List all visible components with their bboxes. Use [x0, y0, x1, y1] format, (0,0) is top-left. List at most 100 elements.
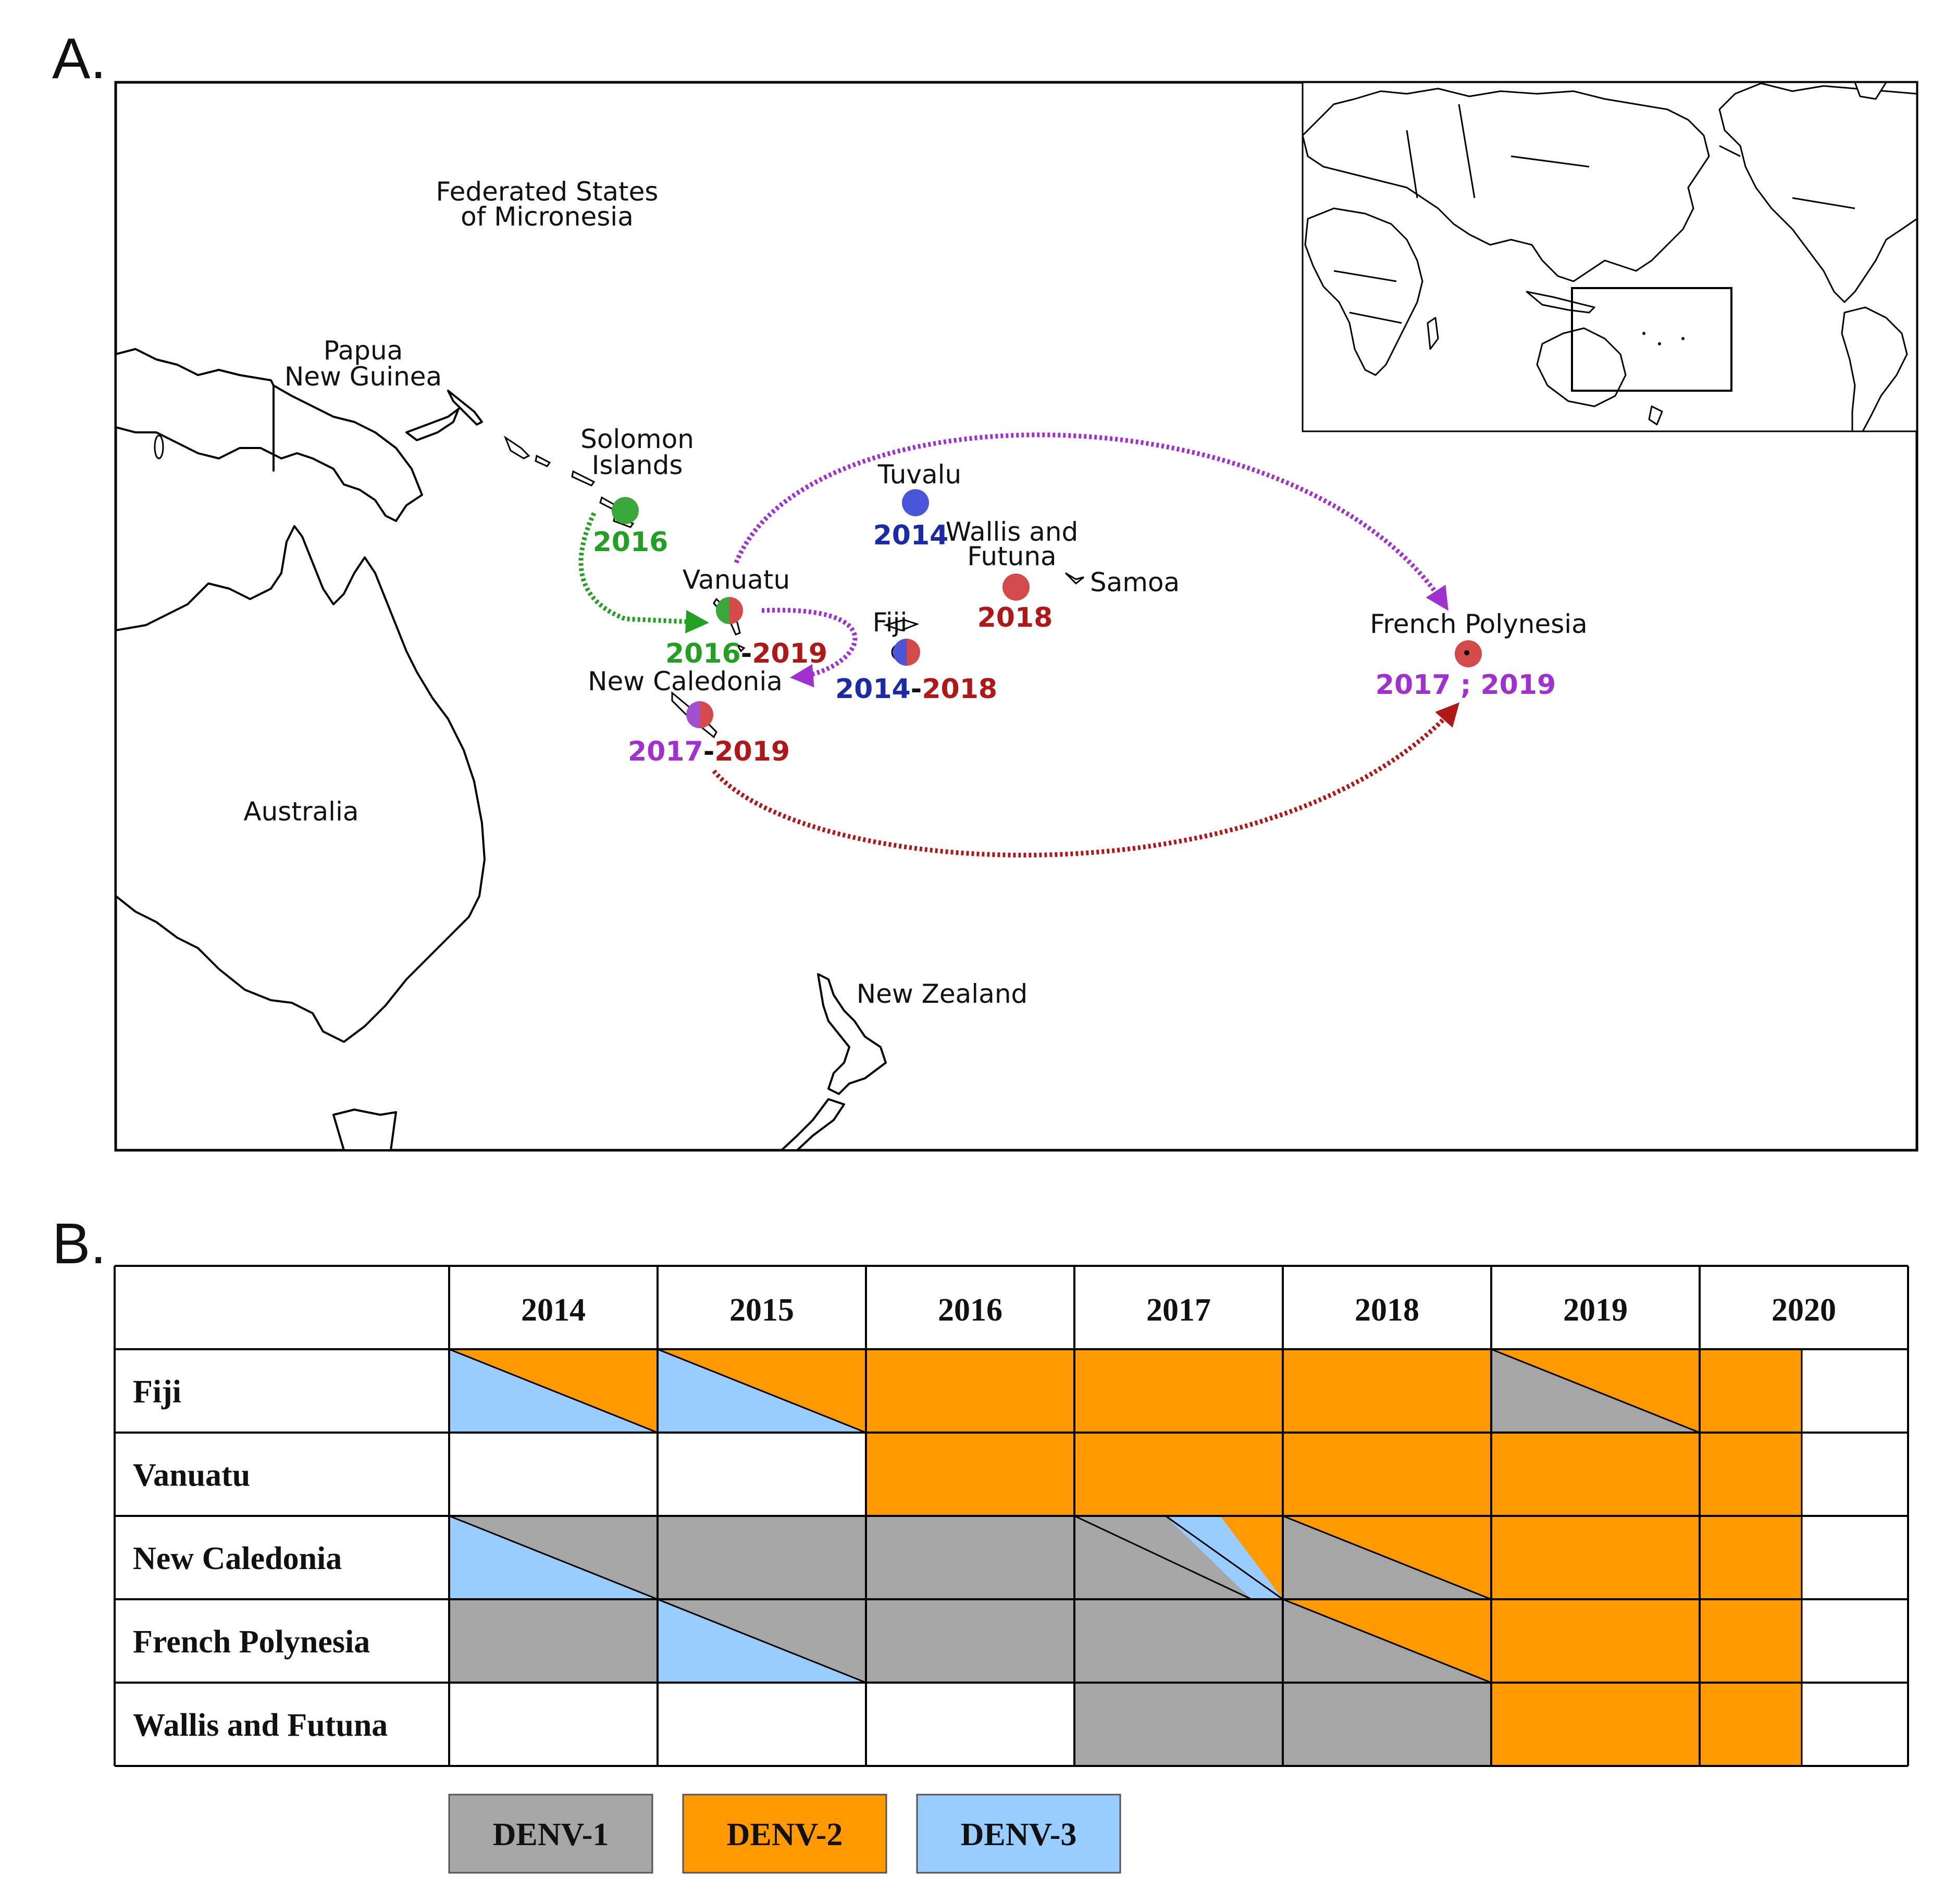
serotype-cell-split — [1490, 1348, 1701, 1434]
year-header: 2016 — [938, 1292, 1002, 1328]
arrow-solomon-to-vanuatu — [578, 512, 709, 633]
year-vanuatu-start: 2016 — [665, 638, 741, 669]
serotype-cell-split — [448, 1348, 659, 1434]
panel-a-label: A. — [52, 27, 106, 91]
dot-solomon — [612, 497, 639, 524]
serotype-cell — [1073, 1348, 1284, 1434]
year-fiji: 2014-2018 — [835, 674, 997, 705]
label-vanuatu: Vanuatu — [683, 565, 790, 595]
serotype-cell — [1282, 1432, 1492, 1517]
label-australia: Australia — [243, 797, 358, 827]
inset-region-box — [1571, 287, 1732, 392]
inset-greenland — [1854, 82, 1887, 100]
year-fiji-start: 2014 — [835, 674, 911, 705]
panel-b-label: B. — [52, 1212, 106, 1276]
serotype-cell-split — [448, 1515, 659, 1600]
serotype-cell — [1699, 1515, 1803, 1600]
label-fiji: Fiji — [873, 607, 908, 638]
year-header: 2018 — [1355, 1292, 1419, 1328]
year-header: 2015 — [729, 1292, 794, 1328]
legend-swatch — [916, 1794, 1121, 1874]
new-zealand-south — [781, 1098, 845, 1150]
inset-madagascar — [1427, 317, 1439, 350]
new-britain — [405, 408, 460, 441]
year-header: 2020 — [1772, 1292, 1836, 1328]
label-png: Papua — [324, 335, 403, 366]
serotype-cell — [1282, 1348, 1492, 1434]
fiji-island — [883, 619, 920, 631]
inset-north-america — [1718, 82, 1917, 303]
inset-border — [1333, 270, 1397, 282]
serotype-cell-split — [1073, 1515, 1284, 1600]
dot-tuvalu — [902, 489, 929, 516]
inset-australia — [1536, 327, 1627, 407]
serotype-cell-split — [1282, 1598, 1492, 1684]
new-ireland — [447, 390, 483, 426]
legend-item-denv-1: DENV-1 — [448, 1794, 653, 1874]
serotype-cell — [865, 1432, 1075, 1517]
serotype-cell — [1073, 1432, 1284, 1517]
label-micronesia: of Micronesia — [461, 202, 634, 232]
solomon-islands — [571, 470, 596, 487]
serotype-cell — [448, 1598, 659, 1684]
year-new-caledonia-sep: - — [703, 736, 715, 767]
country-row-label: Vanuatu — [133, 1458, 250, 1493]
dot-fiji — [893, 639, 920, 666]
label-new-caledonia: New Caledonia — [588, 666, 783, 696]
island — [154, 434, 164, 459]
inset-border — [1349, 312, 1402, 324]
world-inset — [1302, 81, 1918, 432]
serotype-legend: DENV-1 DENV-2 DENV-3 — [448, 1794, 1121, 1874]
arrow-vanuatu-to-new-caledonia — [761, 607, 858, 688]
serotype-cell — [1490, 1598, 1701, 1684]
dot-wallis — [1002, 574, 1030, 601]
arrow-new-caledonia-to-french-polynesia — [712, 702, 1460, 857]
serotype-cell — [1699, 1348, 1803, 1434]
label-solomon: Solomon — [580, 424, 694, 454]
year-vanuatu-sep: - — [741, 638, 752, 669]
year-solomon: 2016 — [593, 527, 668, 558]
inset-border — [1792, 197, 1855, 209]
serotype-cell — [1490, 1682, 1701, 1767]
serotype-cell — [865, 1598, 1075, 1684]
label-tuvalu: Tuvalu — [877, 459, 961, 490]
country-row-label: Wallis and Futuna — [133, 1708, 388, 1743]
year-french-polynesia: 2017 ; 2019 — [1376, 669, 1556, 701]
label-micronesia: Federated States — [436, 177, 659, 207]
serotype-cell — [1073, 1682, 1284, 1767]
australia-landmass — [116, 525, 486, 1043]
inset-island — [1681, 337, 1685, 340]
label-new-zealand: New Zealand — [857, 979, 1028, 1009]
png-landmass — [116, 348, 423, 522]
serotype-cell-split — [657, 1598, 867, 1684]
year-vanuatu-end: 2019 — [752, 638, 827, 669]
legend-label: DENV-3 — [961, 1817, 1077, 1852]
inset-border — [1406, 130, 1418, 198]
samoa-island — [1064, 572, 1084, 585]
year-wallis: 2018 — [977, 602, 1053, 633]
year-tuvalu: 2014 — [873, 520, 949, 551]
serotype-cell — [1490, 1432, 1701, 1517]
inset-nz — [1648, 405, 1663, 426]
year-vanuatu: 2016-2019 — [665, 638, 827, 669]
year-new-caledonia-end: 2019 — [714, 736, 790, 767]
legend-label: DENV-2 — [727, 1817, 843, 1852]
inset-eurasia — [1303, 88, 1710, 282]
inset-indonesia — [1526, 291, 1595, 314]
label-wallis: Futuna — [967, 541, 1056, 571]
serotype-table: 2014 2015 2016 2017 2018 2019 2020 Fiji Vanuatu N… — [114, 1265, 1909, 1767]
dot-vanuatu — [716, 597, 743, 624]
serotype-cell — [657, 1515, 867, 1600]
loyalty-island — [735, 643, 746, 653]
serotype-cell — [1699, 1598, 1803, 1684]
country-row-label: Fiji — [133, 1374, 181, 1410]
year-fiji-sep: - — [911, 674, 922, 705]
inset-island — [1642, 332, 1645, 335]
inset-south-america — [1841, 306, 1908, 431]
label-png: New Guinea — [284, 362, 442, 392]
serotype-cell-split — [657, 1348, 867, 1434]
inset-border — [1458, 104, 1476, 198]
country-row-label: New Caledonia — [133, 1541, 342, 1576]
inset-island — [1658, 342, 1661, 345]
arrow-vanuatu-to-french-polynesia — [734, 432, 1448, 611]
